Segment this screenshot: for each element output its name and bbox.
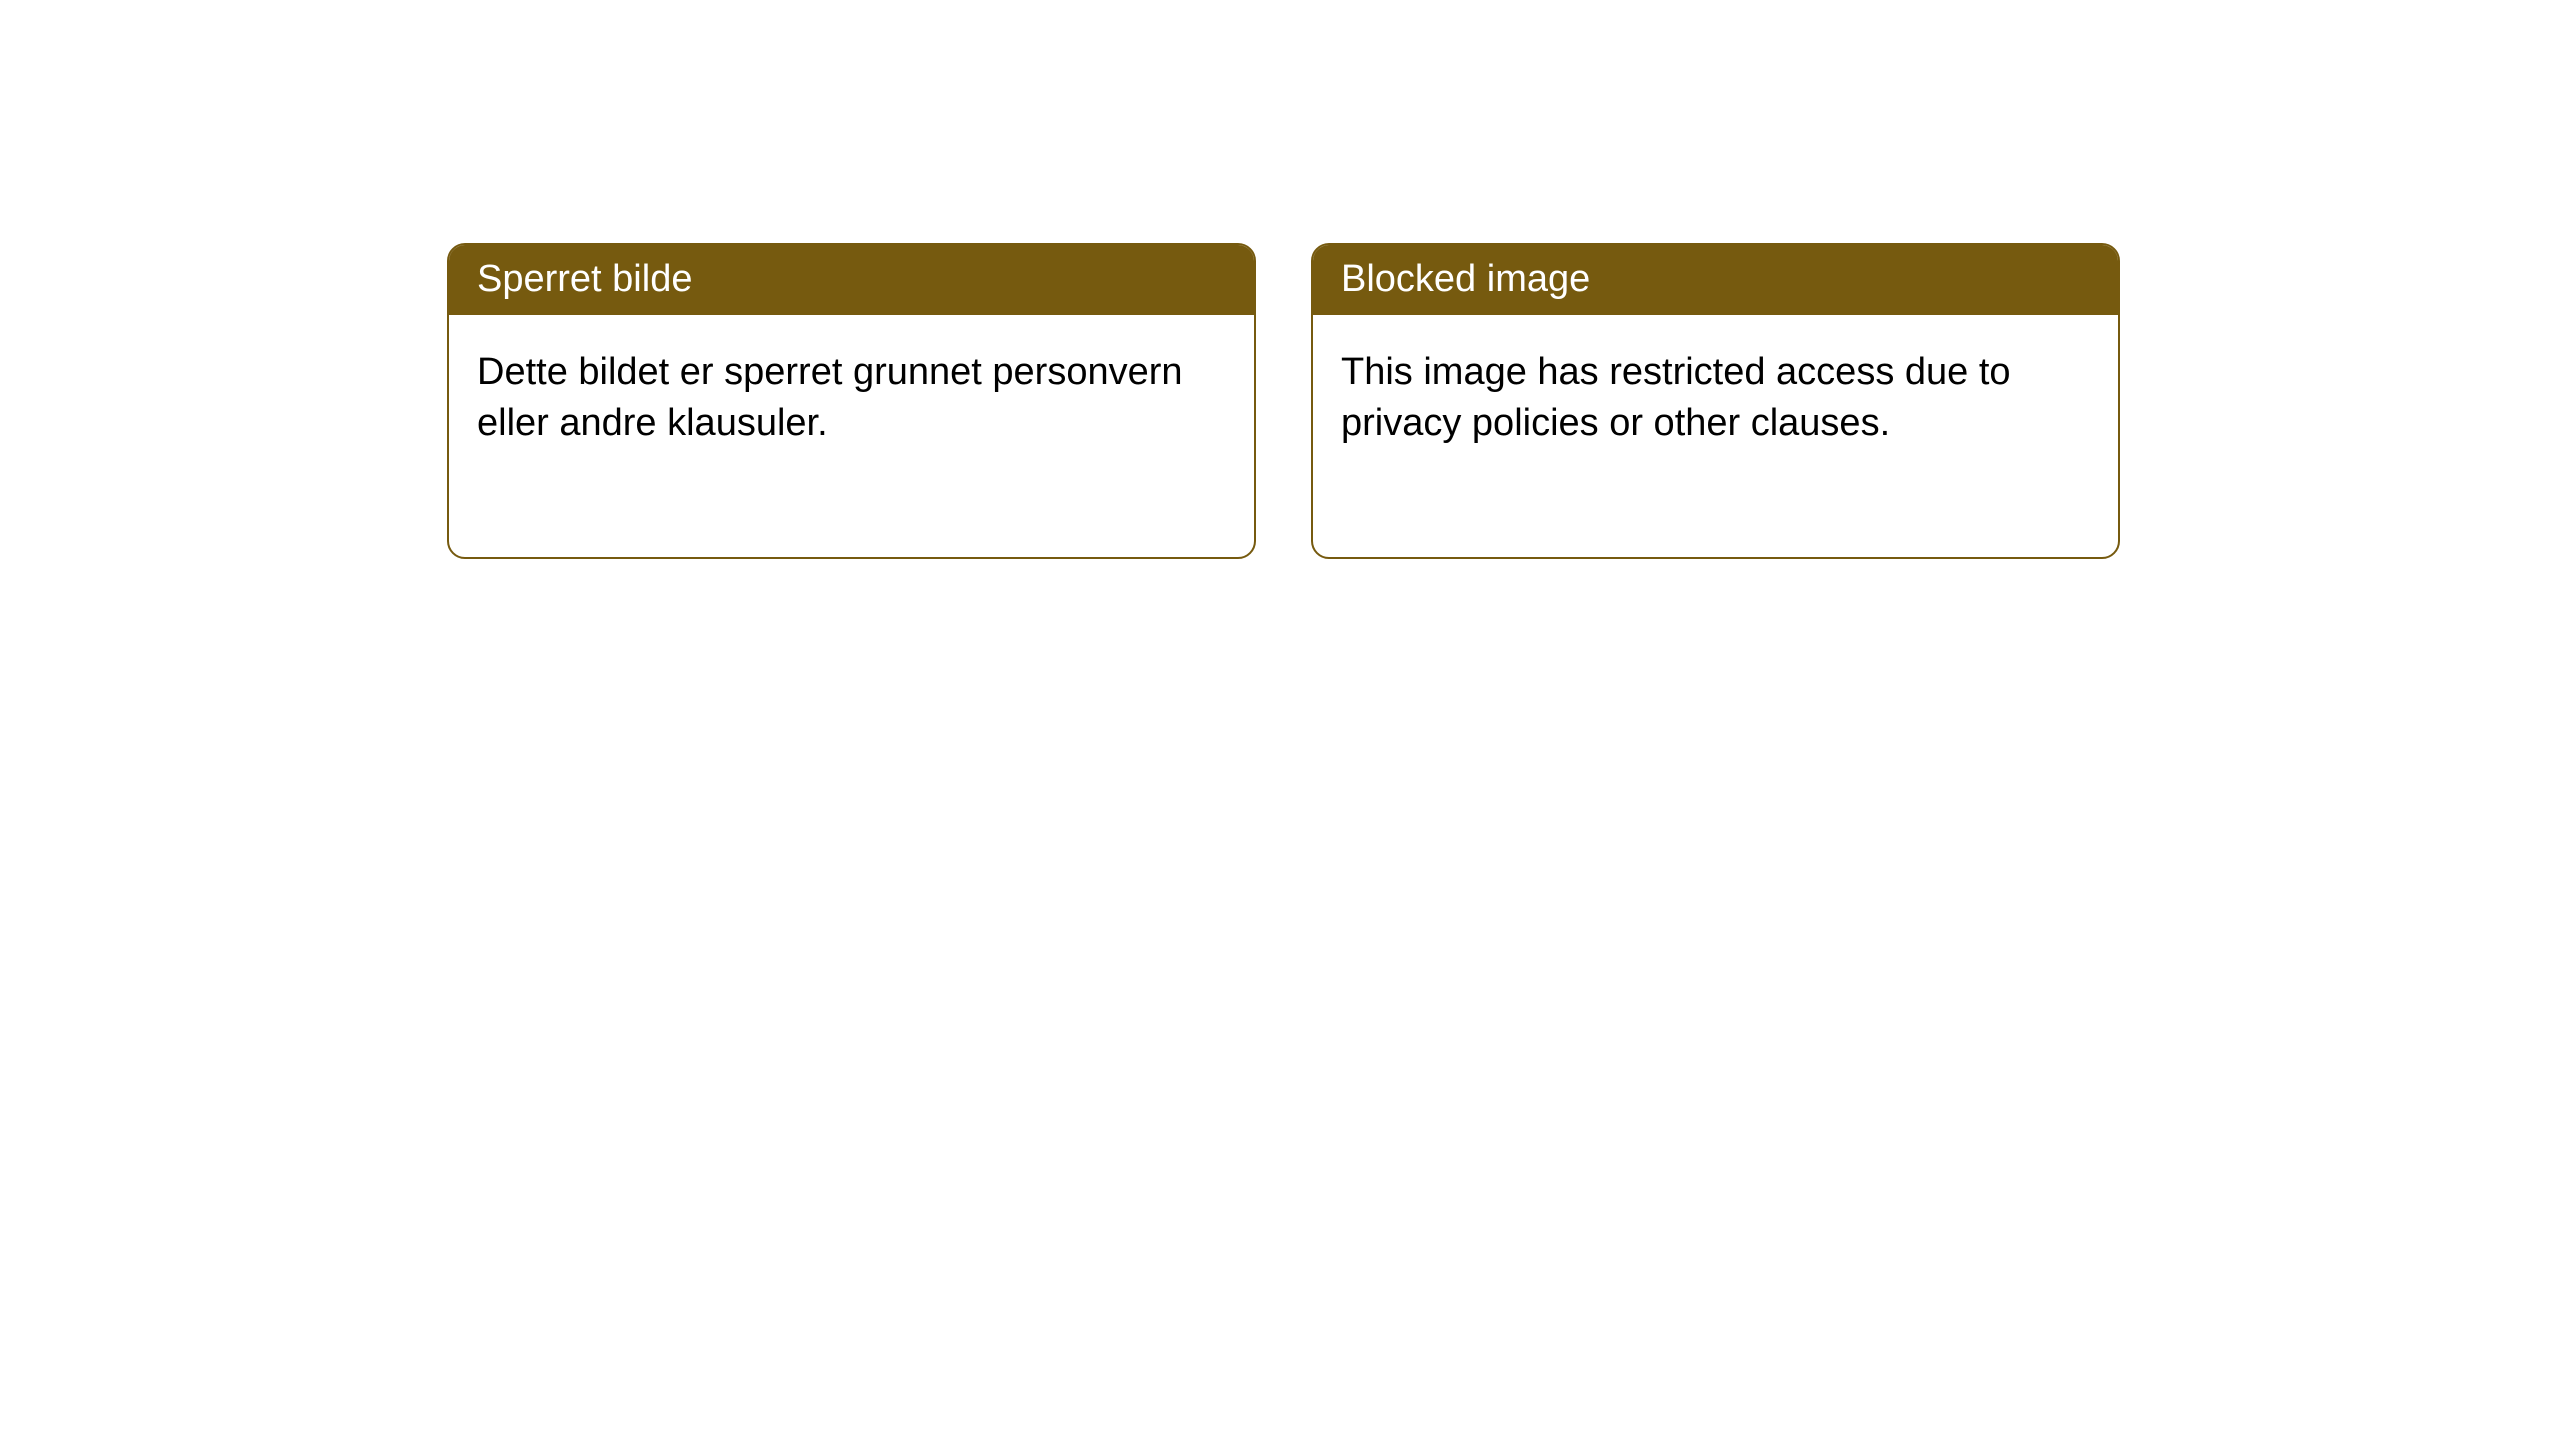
notice-box-english: Blocked image This image has restricted … bbox=[1311, 243, 2120, 559]
notice-body: This image has restricted access due to … bbox=[1313, 315, 2118, 557]
notice-title: Sperret bilde bbox=[449, 245, 1254, 315]
notice-container: Sperret bilde Dette bildet er sperret gr… bbox=[0, 0, 2560, 559]
notice-title: Blocked image bbox=[1313, 245, 2118, 315]
notice-box-norwegian: Sperret bilde Dette bildet er sperret gr… bbox=[447, 243, 1256, 559]
notice-body: Dette bildet er sperret grunnet personve… bbox=[449, 315, 1254, 557]
